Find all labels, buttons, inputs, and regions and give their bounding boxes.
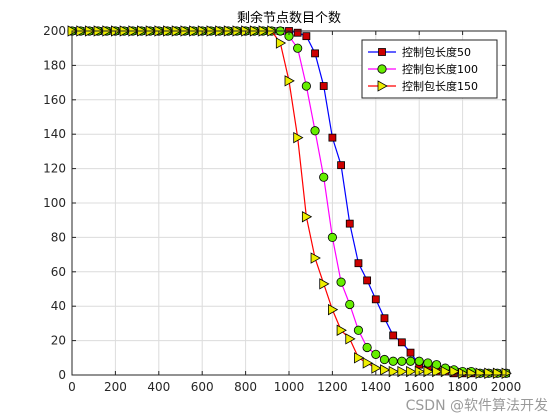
data-point — [363, 276, 372, 285]
y-tick-label: 160 — [43, 93, 66, 107]
data-point — [397, 356, 407, 366]
data-point — [319, 278, 330, 290]
legend-marker — [377, 80, 388, 92]
data-point — [388, 356, 398, 366]
data-point — [336, 277, 346, 287]
data-point — [406, 348, 415, 357]
data-point — [354, 352, 365, 364]
legend-marker — [378, 48, 386, 56]
x-tick-label: 1200 — [317, 380, 348, 394]
data-point — [319, 172, 329, 182]
y-tick-label: 140 — [43, 127, 66, 141]
axis-ticks: 0 200 400 600 800 1000 1200 1400 1600 1800 2000 0 20… — [43, 24, 521, 394]
data-point — [310, 252, 321, 264]
y-tick-label: 40 — [51, 299, 66, 313]
data-point — [389, 331, 398, 340]
x-tick-label: 1400 — [361, 380, 392, 394]
data-point — [380, 314, 389, 323]
legend-marker — [377, 64, 387, 74]
y-tick-label: 20 — [51, 334, 66, 348]
x-tick-label: 400 — [147, 380, 170, 394]
grid-lines — [72, 31, 506, 375]
x-tick-label: 1600 — [404, 380, 435, 394]
data-point — [371, 295, 380, 304]
data-point — [337, 161, 345, 170]
data-point — [440, 365, 452, 378]
data-point — [362, 342, 372, 353]
data-point — [388, 365, 399, 378]
y-tick-label: 100 — [43, 196, 66, 210]
legend-item: 控制包长度150 — [368, 79, 478, 93]
data-point — [362, 357, 373, 369]
x-tick-label: 800 — [234, 380, 257, 394]
watermark: CSDN @软件算法开发 — [406, 398, 548, 414]
data-point — [336, 324, 347, 336]
data-point — [475, 367, 486, 379]
x-tick-label: 0 — [68, 380, 76, 394]
data-point — [379, 354, 390, 365]
data-point — [293, 43, 303, 53]
data-point — [345, 219, 354, 228]
x-tick-label: 2000 — [491, 380, 522, 394]
y-tick-label: 0 — [58, 368, 66, 382]
data-point — [301, 81, 311, 91]
data-point — [311, 49, 319, 58]
data-point — [432, 365, 443, 378]
data-point — [302, 32, 311, 41]
series-3 — [67, 25, 512, 379]
y-tick-label: 60 — [51, 265, 66, 279]
data-point — [354, 259, 363, 268]
y-tick-label: 180 — [43, 58, 66, 72]
data-point — [397, 338, 406, 347]
data-point — [328, 133, 337, 142]
data-point — [301, 211, 313, 223]
data-point — [423, 358, 433, 368]
data-point — [492, 367, 504, 379]
chart-title: 剩余节点数目个数 — [237, 10, 341, 26]
legend-item: 控制包长度100 — [368, 62, 478, 76]
data-point — [310, 126, 320, 136]
data-point — [293, 131, 304, 144]
x-tick-label: 200 — [104, 380, 127, 394]
y-tick-label: 120 — [43, 162, 66, 176]
data-point — [353, 325, 364, 335]
data-point — [414, 356, 424, 366]
data-point — [484, 367, 495, 379]
data-point — [449, 365, 460, 378]
y-tick-label: 200 — [43, 24, 66, 38]
data-point — [397, 365, 408, 378]
legend-item: 控制包长度50 — [368, 45, 471, 59]
data-point — [327, 232, 337, 242]
data-point — [371, 362, 382, 374]
data-point — [284, 75, 295, 87]
legend-label: 控制包长度150 — [402, 79, 478, 93]
data-point — [380, 364, 391, 376]
y-tick-label: 80 — [51, 230, 66, 244]
data-point — [371, 349, 381, 359]
x-tick-label: 1800 — [447, 380, 478, 394]
data-point — [406, 365, 417, 378]
data-point — [466, 367, 478, 379]
data-point — [423, 365, 434, 378]
data-point — [327, 303, 339, 316]
data-point — [405, 356, 416, 366]
data-point — [345, 333, 356, 345]
legend: 控制包长度50 控制包长度100 控制包长度150 — [361, 39, 498, 99]
legend-label: 控制包长度50 — [402, 45, 471, 59]
data-point — [345, 299, 355, 310]
data-point — [275, 37, 287, 49]
x-tick-label: 1000 — [274, 380, 305, 394]
x-tick-label: 600 — [191, 380, 214, 394]
legend-label: 控制包长度100 — [402, 62, 478, 76]
data-point — [293, 28, 302, 37]
data-point — [319, 82, 328, 90]
